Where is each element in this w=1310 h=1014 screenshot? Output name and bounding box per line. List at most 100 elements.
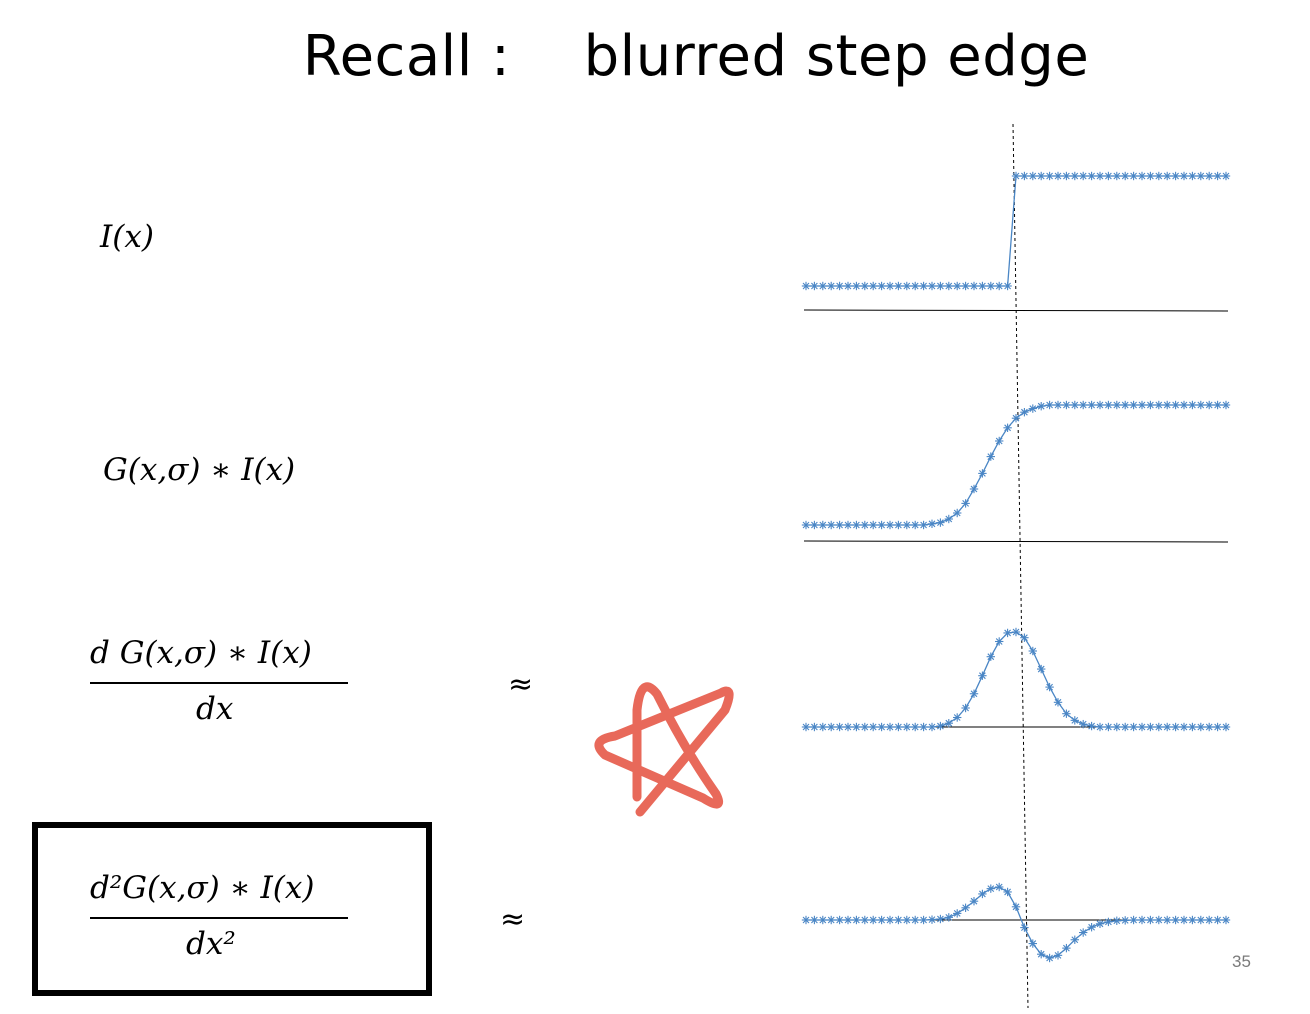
- asterisk-stroke: [1214, 723, 1221, 731]
- asterisk-stroke: [945, 515, 953, 523]
- data-point: [953, 508, 962, 518]
- data-point: [1112, 171, 1121, 181]
- data-point: [911, 915, 920, 925]
- asterisk-stroke: [1071, 716, 1079, 724]
- data-point: [927, 281, 937, 291]
- data-point: [1011, 902, 1021, 911]
- data-point: [894, 722, 903, 732]
- data-point: [1188, 722, 1197, 732]
- data-point: [860, 520, 869, 530]
- data-point: [1095, 400, 1105, 410]
- asterisk-stroke: [819, 282, 827, 290]
- second-derivative-denominator: dx²: [186, 926, 236, 962]
- asterisk-stroke: [920, 916, 927, 924]
- data-point: [827, 520, 836, 530]
- data-point: [1037, 950, 1046, 959]
- data-point: [986, 281, 995, 291]
- data-point: [1079, 928, 1088, 937]
- asterisk-stroke: [1029, 405, 1037, 412]
- asterisk-stroke: [819, 521, 827, 529]
- series-points-2: [801, 400, 1231, 530]
- asterisk-stroke: [819, 916, 827, 924]
- data-point: [1154, 400, 1163, 410]
- data-point: [1028, 171, 1037, 181]
- asterisk-stroke: [937, 282, 944, 290]
- data-point: [818, 281, 827, 291]
- asterisk-stroke: [1037, 665, 1045, 673]
- asterisk-stroke: [937, 519, 944, 526]
- asterisk-stroke: [811, 521, 818, 529]
- asterisk-stroke: [861, 916, 869, 924]
- data-point: [1011, 171, 1021, 181]
- data-point: [1205, 722, 1214, 732]
- asterisk-stroke: [1205, 172, 1213, 180]
- asterisk-stroke: [1105, 918, 1112, 926]
- asterisk-stroke: [1189, 723, 1196, 731]
- data-point: [1037, 664, 1046, 674]
- data-point: [1045, 953, 1054, 963]
- asterisk-stroke: [1088, 401, 1095, 409]
- data-point: [1171, 171, 1180, 181]
- asterisk-stroke: [995, 437, 1003, 445]
- data-point: [1213, 722, 1222, 732]
- data-point: [1079, 719, 1088, 729]
- data-point: [877, 281, 886, 291]
- asterisk-stroke: [1004, 629, 1011, 637]
- asterisk-stroke: [1214, 401, 1221, 409]
- asterisk-stroke: [827, 723, 835, 731]
- data-point: [1053, 698, 1063, 707]
- data-point: [1196, 171, 1205, 181]
- data-point: [1053, 951, 1063, 960]
- data-point: [1163, 171, 1172, 181]
- asterisk-stroke: [1012, 628, 1020, 636]
- data-point: [995, 281, 1004, 291]
- data-point: [852, 281, 861, 291]
- asterisk-stroke: [1079, 172, 1087, 180]
- data-point: [1062, 709, 1071, 718]
- asterisk-stroke: [886, 916, 894, 924]
- asterisk-stroke: [1096, 920, 1104, 928]
- asterisk-stroke: [1029, 172, 1037, 180]
- data-point: [1104, 171, 1113, 181]
- asterisk-stroke: [1205, 723, 1213, 731]
- asterisk-stroke: [853, 723, 860, 731]
- asterisk-stroke: [886, 282, 894, 290]
- data-point: [801, 281, 811, 291]
- asterisk-stroke: [1147, 916, 1154, 924]
- asterisk-stroke: [1163, 916, 1171, 924]
- data-point: [1196, 915, 1205, 925]
- asterisk-stroke: [995, 638, 1003, 645]
- asterisk-stroke: [1096, 172, 1104, 180]
- edge-reference-line: [1012, 123, 1029, 1009]
- asterisk-stroke: [1021, 172, 1028, 180]
- page-number: 35: [1232, 952, 1251, 971]
- data-point: [1095, 171, 1105, 181]
- data-point: [860, 722, 869, 732]
- asterisk-stroke: [1197, 401, 1205, 409]
- data-point: [978, 281, 987, 291]
- asterisk-stroke: [1113, 723, 1121, 731]
- hand-drawn-star-icon: [594, 682, 734, 817]
- asterisk-stroke: [1021, 634, 1028, 642]
- series-line-1: [806, 175, 1226, 287]
- asterisk-stroke: [1155, 401, 1163, 409]
- asterisk-stroke: [1113, 917, 1121, 925]
- data-point: [969, 281, 979, 291]
- asterisk-stroke: [1079, 929, 1087, 936]
- data-point: [1137, 171, 1147, 181]
- asterisk-stroke: [1155, 172, 1163, 180]
- axis-line-2: [803, 540, 1229, 543]
- asterisk-stroke: [1063, 172, 1070, 180]
- asterisk-stroke: [1121, 723, 1129, 731]
- data-point: [995, 436, 1004, 446]
- asterisk-stroke: [962, 904, 969, 912]
- asterisk-stroke: [937, 722, 944, 730]
- data-point: [1112, 400, 1121, 410]
- asterisk-stroke: [1155, 723, 1163, 731]
- asterisk-stroke: [819, 723, 827, 731]
- data-point: [1179, 915, 1189, 925]
- data-point: [1213, 400, 1222, 410]
- data-point: [1104, 400, 1113, 410]
- asterisk-stroke: [836, 916, 843, 924]
- asterisk-stroke: [1071, 172, 1079, 180]
